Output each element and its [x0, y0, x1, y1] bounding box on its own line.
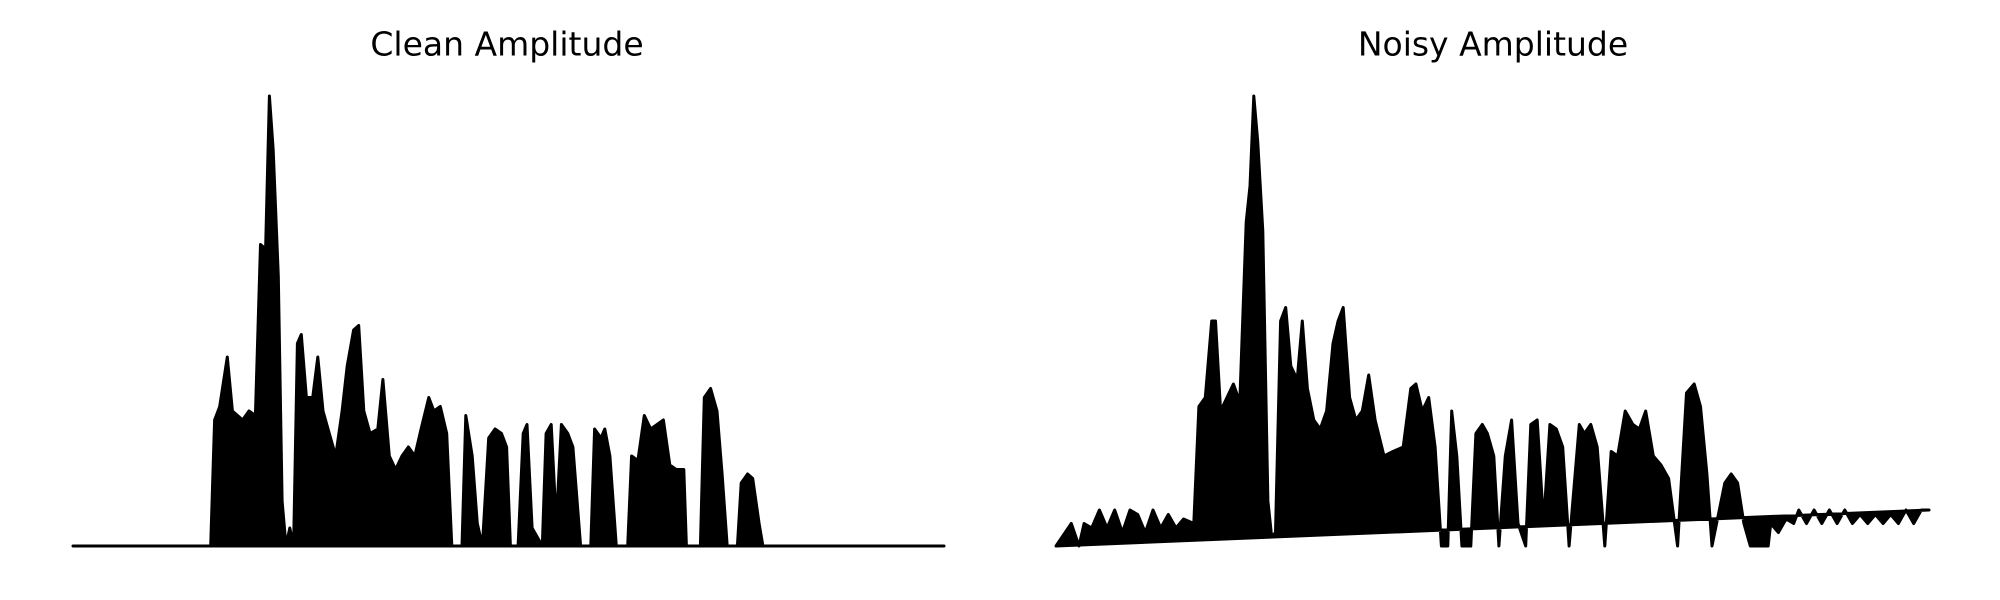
waveform [1054, 94, 1931, 548]
chart-title: Noisy Amplitude [1358, 25, 1628, 64]
chart-title: Clean Amplitude [370, 25, 643, 64]
waveform [71, 94, 946, 548]
